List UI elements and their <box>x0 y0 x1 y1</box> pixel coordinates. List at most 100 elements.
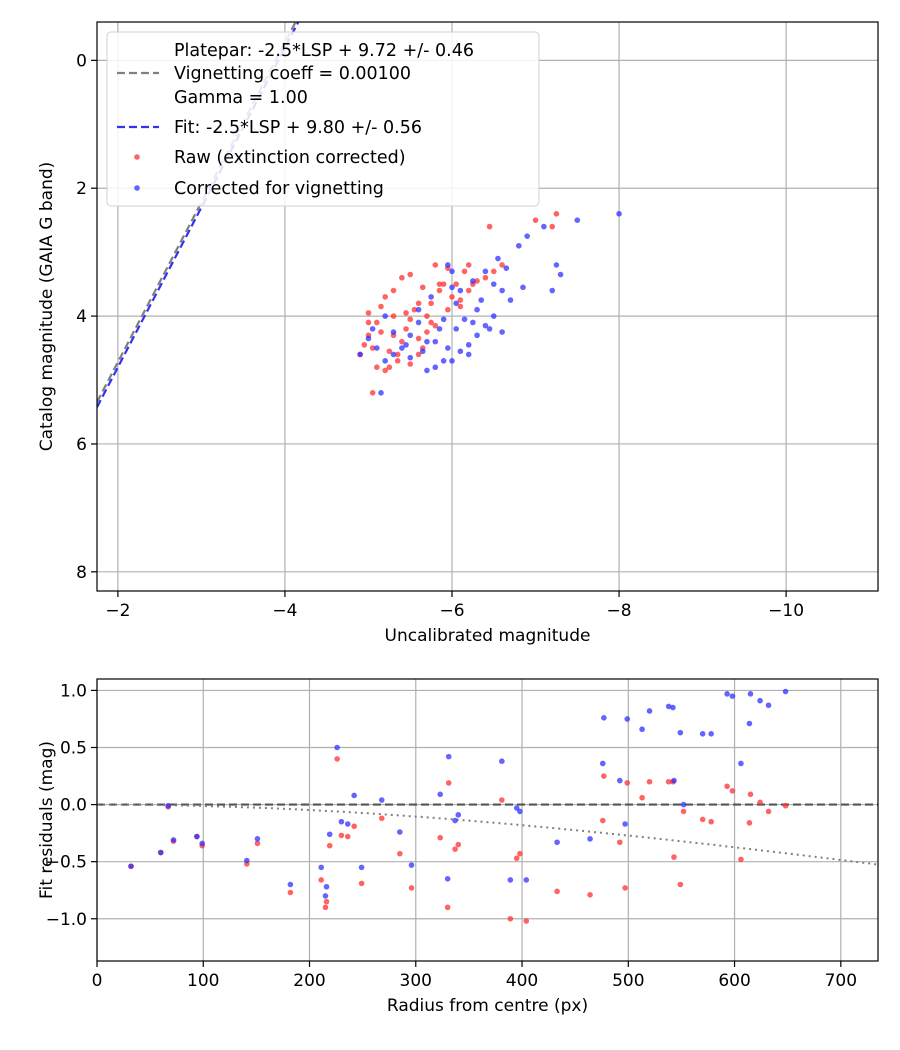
data-point <box>170 837 177 843</box>
data-point <box>553 210 560 217</box>
data-point <box>322 904 329 911</box>
data-point <box>729 788 736 794</box>
data-point <box>397 829 403 835</box>
data-point <box>549 287 556 294</box>
data-point <box>478 297 485 303</box>
data-point <box>554 839 560 846</box>
legend-entry-label: Fit: -2.5*LSP + 9.80 +/- 0.56 <box>174 118 422 138</box>
data-point <box>470 278 476 284</box>
data-point <box>738 856 744 863</box>
data-point <box>322 893 329 899</box>
bottom-x-axis-label: Radius from centre (px) <box>387 996 588 1016</box>
data-point <box>449 268 455 275</box>
x-tick-label: −4 <box>272 601 297 621</box>
vignetting-curve <box>97 803 878 866</box>
data-point <box>624 716 631 722</box>
data-point <box>465 342 472 348</box>
data-point <box>440 281 447 287</box>
legend-box <box>106 31 540 207</box>
data-point <box>445 306 451 313</box>
data-point <box>449 284 455 291</box>
data-point <box>457 348 464 355</box>
data-point <box>334 744 340 751</box>
top-axes-frame <box>96 21 879 592</box>
data-point <box>399 274 405 281</box>
data-point <box>465 262 472 268</box>
data-point <box>199 840 205 847</box>
data-point <box>374 319 380 326</box>
legend-entry-label: Gamma = 1.00 <box>174 88 308 108</box>
data-point <box>699 731 706 737</box>
x-tick-label: −8 <box>607 601 632 621</box>
data-point <box>782 802 789 809</box>
data-point <box>523 918 530 924</box>
data-point <box>403 326 409 332</box>
data-point <box>616 839 623 846</box>
data-point <box>461 268 468 275</box>
x-tick-label: 200 <box>293 971 325 991</box>
data-point <box>465 287 472 294</box>
data-point <box>671 854 677 860</box>
data-point <box>432 338 439 345</box>
y-tick-label: −1.0 <box>46 910 87 930</box>
data-point <box>194 833 200 840</box>
legend-entry-label: Platepar: -2.5*LSP + 9.72 +/- 0.46 <box>174 41 474 61</box>
data-point <box>357 351 363 358</box>
y-tick-label: 6 <box>76 435 87 455</box>
data-point <box>616 777 623 784</box>
data-point <box>724 783 730 790</box>
data-point <box>415 335 422 342</box>
data-point <box>665 703 672 710</box>
data-point <box>457 287 464 294</box>
data-point <box>517 808 523 815</box>
data-point <box>254 840 261 847</box>
data-point <box>318 877 325 883</box>
legend-entry-label: Corrected for vignetting <box>174 179 384 199</box>
data-point <box>424 338 430 345</box>
data-point <box>378 815 385 822</box>
data-point <box>437 834 444 841</box>
data-point <box>445 753 452 760</box>
data-point <box>344 821 351 827</box>
y-tick-label: −0.5 <box>46 853 87 873</box>
data-point <box>482 268 489 275</box>
data-point <box>378 329 384 335</box>
data-point <box>738 760 744 767</box>
data-point <box>351 792 357 799</box>
data-point <box>157 849 164 856</box>
data-point <box>486 223 493 230</box>
data-point <box>453 326 459 332</box>
data-point <box>680 801 687 808</box>
data-point <box>757 799 763 806</box>
bottom-reference-lines <box>97 803 878 866</box>
data-point <box>390 329 397 335</box>
data-point <box>382 294 388 300</box>
data-point <box>495 255 501 262</box>
data-point <box>507 877 514 883</box>
data-point <box>338 818 345 825</box>
data-point <box>708 818 714 825</box>
data-point <box>490 313 497 319</box>
data-point <box>408 862 415 868</box>
data-point <box>432 364 439 371</box>
data-point <box>358 880 365 887</box>
data-point <box>646 708 653 714</box>
data-point <box>782 688 789 695</box>
data-point <box>432 322 439 329</box>
data-point <box>403 310 409 316</box>
data-point <box>677 729 684 736</box>
data-point <box>747 691 754 697</box>
data-point <box>461 316 468 323</box>
data-point <box>499 758 505 765</box>
x-tick-label: −10 <box>768 601 804 621</box>
data-point <box>432 262 439 268</box>
data-point <box>708 731 714 737</box>
data-point <box>407 316 414 323</box>
data-point <box>390 313 397 319</box>
data-point <box>365 310 372 316</box>
data-point <box>622 821 628 827</box>
data-point <box>457 303 464 310</box>
data-point <box>386 348 393 355</box>
